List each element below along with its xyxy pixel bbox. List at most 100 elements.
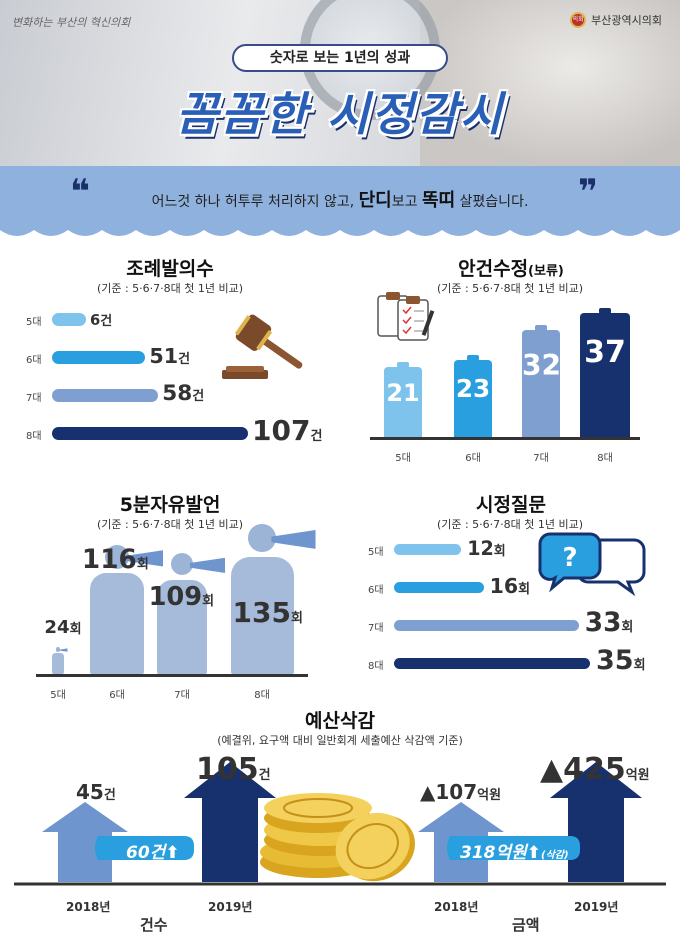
amendment-bar: 21 [384, 366, 422, 437]
ordinance-value-number: 6 [90, 311, 101, 329]
amount-increase-ribbon [447, 836, 580, 860]
quote-emphasis-1: 단디 [358, 190, 392, 211]
ordinance-bar [52, 351, 146, 364]
question-value: 35회 [596, 645, 646, 676]
ordinance-value: 58건 [162, 381, 204, 406]
speech-x-label: 8대 [254, 690, 270, 701]
budget-subtitle: (예결위, 요구액 대비 일반회계 세출예산 삭감액 기준) [217, 734, 463, 747]
question-bubble-icon: ? [538, 532, 646, 596]
speaker-silhouette [52, 653, 64, 674]
open-quote-icon: ❝ [70, 172, 90, 212]
speaker-silhouette [230, 557, 294, 674]
speaker-silhouette [89, 573, 145, 674]
question-value-number: 16 [489, 573, 519, 598]
ordinance-value: 6건 [90, 310, 112, 329]
quote-part3: 살폈습니다. [455, 194, 529, 210]
ordinance-value-unit: 건 [192, 388, 205, 404]
amendment-bar-clip [535, 324, 547, 331]
question-bar [394, 620, 579, 631]
speech-value-number: 109 [148, 581, 203, 612]
ordinance-row-label: 7대 [26, 393, 42, 404]
amendment-x-label: 8대 [597, 453, 613, 464]
amount-2018-value: ▲107억원 [420, 780, 502, 804]
quote-text: 어느것 하나 허투루 처리하지 않고, 단디보고 똑띠 살폈습니다. [0, 186, 680, 212]
question-value: 33회 [585, 608, 634, 638]
speech-value-unit: 회 [202, 593, 215, 609]
amendment-baseline [370, 437, 640, 440]
question-row-label: 5대 [368, 547, 384, 558]
ordinance-value-unit: 건 [310, 429, 323, 445]
count-2018-arrow [42, 802, 128, 882]
speech-subtitle: (기준 : 5·6·7·8대 첫 1년 비교) [96, 518, 244, 531]
amount-increase-label: 318억원⬆(삭감) [460, 843, 569, 863]
question-bar [394, 658, 590, 669]
amendment-bar-clip [599, 308, 611, 314]
ordinance-bar [52, 389, 159, 402]
ordinance-row-label: 8대 [26, 431, 42, 442]
slogan-logo: 변화하는 부산의 혁신의회 [12, 16, 131, 29]
checklist-clipboard-icon [377, 292, 435, 341]
question-value-unit: 회 [633, 658, 646, 674]
amendment-title-suffix: (보류) [528, 264, 564, 279]
speech-value-unit: 회 [69, 622, 82, 638]
ordinance-row-label: 6대 [26, 355, 42, 366]
question-value-number: 35 [596, 645, 634, 677]
speaker-head [248, 524, 276, 552]
budget-title: 예산삭감 [305, 710, 375, 732]
count-2018-year: 2018년 [66, 900, 111, 914]
amendment-bar-clip [397, 361, 409, 368]
count-group-label: 건수 [140, 916, 168, 934]
quote-part2: 보고 [391, 194, 422, 210]
speech-x-label: 7대 [174, 690, 190, 701]
speech-value-unit: 회 [290, 611, 303, 626]
speech-value-unit: 회 [136, 556, 149, 572]
ordinance-value: 51건 [149, 344, 190, 368]
megaphone-icon [59, 648, 68, 652]
count-2018-value: 45건 [76, 780, 116, 804]
council-brand: 의회 부산광역시의회 [570, 12, 662, 28]
quote-band [0, 166, 680, 228]
council-seal-icon: 의회 [570, 12, 587, 28]
subtitle-pill: 숫자로 보는 1년의 성과 [232, 44, 448, 72]
question-value-unit: 회 [621, 619, 634, 635]
quote-part1: 어느것 하나 허투루 처리하지 않고, [151, 194, 359, 210]
ordinance-value-number: 107 [252, 414, 311, 448]
budget-graphic [14, 762, 666, 886]
amendment-x-label: 7대 [533, 453, 549, 464]
speech-value: 116회 [82, 545, 149, 575]
amendment-x-label: 6대 [465, 453, 481, 464]
ordinance-value: 107건 [252, 414, 322, 447]
amendment-x-label: 5대 [395, 453, 411, 464]
gavel-icon [222, 314, 303, 379]
count-2019-arrow [184, 762, 276, 882]
question-row-label: 7대 [368, 623, 384, 634]
question-value: 12회 [467, 537, 506, 560]
amendment-bar-clip [467, 354, 479, 361]
amendment-subtitle: (기준 : 5·6·7·8대 첫 1년 비교) [436, 282, 584, 295]
ordinance-subtitle: (기준 : 5·6·7·8대 첫 1년 비교) [96, 282, 244, 295]
amendment-title: 안건수정(보류) [398, 254, 624, 281]
speech-value-number: 135 [232, 596, 291, 629]
speaker-silhouette [156, 579, 208, 674]
amount-2019-year: 2019년 [574, 900, 619, 914]
quote-emphasis-2: 똑띠 [421, 190, 456, 211]
wave-divider [0, 224, 680, 236]
question-bar [394, 544, 462, 555]
question-subtitle: (기준 : 5·6·7·8대 첫 1년 비교) [436, 518, 584, 531]
amendment-bar: 37 [580, 313, 630, 437]
question-value-unit: 회 [493, 543, 506, 559]
svg-text:?: ? [562, 543, 577, 573]
ordinance-value-unit: 건 [100, 313, 113, 329]
question-bar [394, 582, 484, 593]
megaphone-icon [271, 530, 316, 549]
question-value-number: 12 [467, 536, 494, 560]
question-row-label: 6대 [368, 585, 384, 596]
amount-2019-value: ▲425억원 [540, 752, 650, 787]
speech-x-label: 5대 [50, 690, 66, 701]
council-name: 부산광역시의회 [591, 14, 662, 27]
hero-banner [0, 0, 680, 168]
speech-baseline [36, 674, 308, 677]
speaker-head [55, 647, 61, 653]
ordinance-bar [52, 427, 248, 440]
count-2019-year: 2019년 [208, 900, 253, 914]
